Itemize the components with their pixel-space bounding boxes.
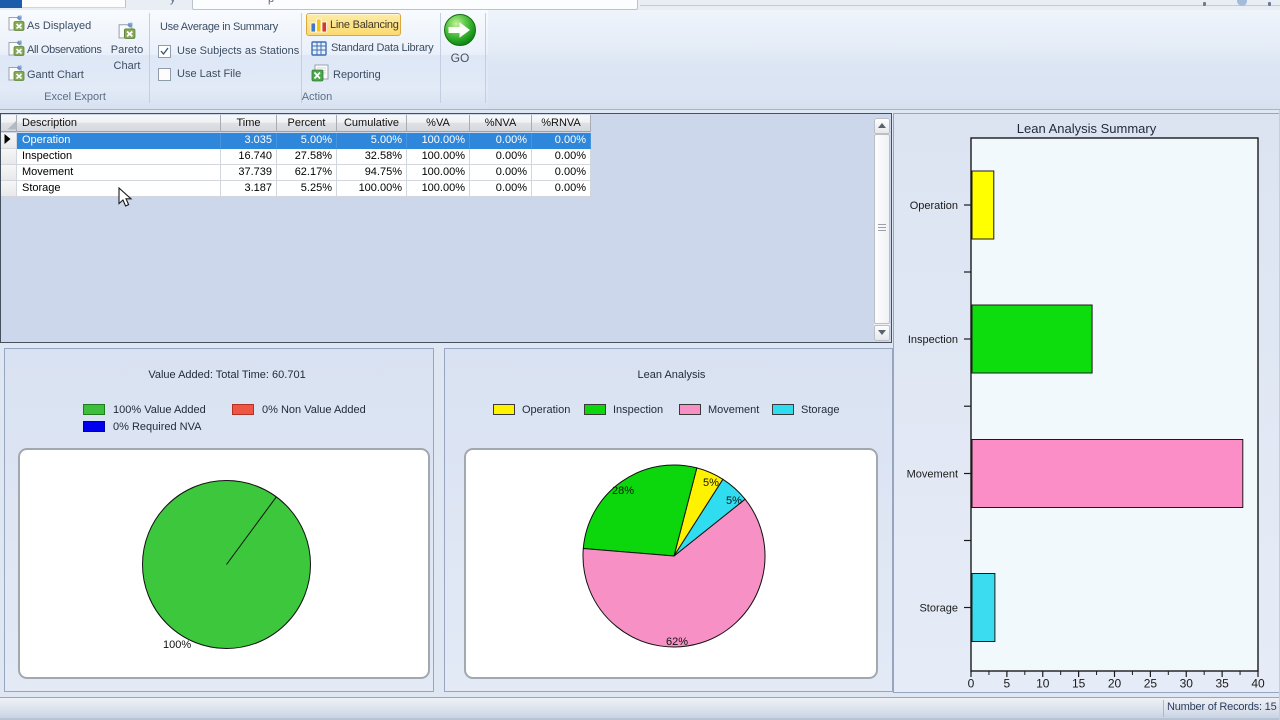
svg-text:Inspection: Inspection: [908, 334, 958, 346]
svg-text:Movement: Movement: [907, 469, 958, 481]
svg-text:30: 30: [1180, 677, 1194, 691]
svg-text:25: 25: [1144, 677, 1158, 691]
svg-text:0: 0: [968, 677, 975, 691]
svg-text:Storage: Storage: [919, 603, 958, 615]
svg-text:15: 15: [1072, 677, 1086, 691]
svg-text:Operation: Operation: [910, 200, 958, 212]
svg-text:5: 5: [1004, 677, 1011, 691]
svg-text:20: 20: [1108, 677, 1122, 691]
svg-text:10: 10: [1036, 677, 1050, 691]
svg-text:35: 35: [1215, 677, 1229, 691]
svg-text:40: 40: [1251, 677, 1265, 691]
